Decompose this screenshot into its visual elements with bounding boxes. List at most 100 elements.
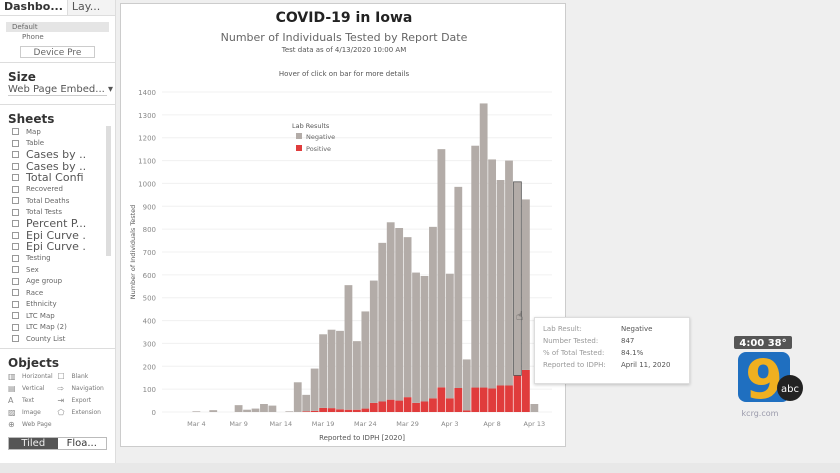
sheet-item[interactable]: Ethnicity	[12, 299, 115, 311]
bar-negative[interactable]	[251, 408, 260, 412]
bar-negative[interactable]	[209, 410, 218, 412]
bar-negative[interactable]	[437, 149, 446, 388]
sheet-item[interactable]: Race	[12, 287, 115, 299]
bar-positive[interactable]	[378, 401, 387, 412]
sheet-item[interactable]: Cases by ..	[12, 148, 115, 161]
bar-positive[interactable]	[488, 388, 496, 412]
bar-positive[interactable]	[369, 402, 378, 412]
bar-positive[interactable]	[386, 399, 395, 412]
sheet-item[interactable]: County List	[12, 333, 115, 344]
bar-negative[interactable]	[378, 242, 387, 402]
bar-positive[interactable]	[513, 375, 522, 412]
sheet-item[interactable]: Total Tests	[12, 207, 115, 219]
object-blank[interactable]: ☐ Blank	[58, 372, 108, 381]
bar-negative[interactable]	[369, 280, 378, 403]
bar-positive[interactable]	[412, 402, 420, 412]
bar-negative[interactable]	[454, 186, 463, 388]
bar-positive[interactable]	[445, 398, 454, 412]
object-extension[interactable]: ⬠ Extension	[58, 408, 108, 417]
bar-negative[interactable]	[260, 404, 268, 412]
bar-positive[interactable]	[302, 411, 311, 412]
bar-positive[interactable]	[361, 408, 370, 412]
bar-positive[interactable]	[336, 409, 344, 412]
object-vertical[interactable]: ▤ Vertical	[8, 384, 58, 393]
bar-positive[interactable]	[327, 408, 336, 412]
sheet-item[interactable]: Epi Curve .	[12, 229, 115, 242]
bar-negative[interactable]	[268, 405, 277, 412]
bar-negative[interactable]	[336, 330, 344, 410]
bar-positive[interactable]	[479, 387, 488, 412]
bar-positive[interactable]	[496, 385, 505, 412]
bar-positive[interactable]	[344, 409, 353, 412]
sheet-item[interactable]: Table	[12, 138, 115, 150]
bar-negative[interactable]	[353, 341, 361, 410]
sheet-item[interactable]: Age group	[12, 276, 115, 288]
sheet-item[interactable]: Percent P...	[12, 217, 115, 230]
bar-negative[interactable]	[420, 276, 429, 402]
bar-positive[interactable]	[319, 407, 327, 412]
bar-negative[interactable]	[234, 405, 243, 412]
device-phone[interactable]: Phone	[22, 33, 44, 41]
bar-positive[interactable]	[462, 410, 471, 412]
sheet-item[interactable]: Epi Curve .	[12, 240, 115, 253]
bar-positive[interactable]	[522, 369, 530, 412]
device-preview-button[interactable]: Device Pre	[20, 46, 95, 58]
bar-positive[interactable]	[395, 400, 404, 412]
bar-negative[interactable]	[310, 368, 319, 411]
size-dropdown[interactable]: Web Page Embed... ▾	[8, 84, 113, 96]
bar-negative[interactable]	[445, 273, 454, 399]
sheet-item[interactable]: Map	[12, 126, 115, 138]
bar-negative[interactable]	[285, 411, 294, 412]
bar-negative[interactable]	[344, 285, 353, 410]
bar-positive[interactable]	[429, 398, 437, 412]
bar-positive[interactable]	[471, 387, 480, 412]
bar-negative[interactable]	[530, 404, 539, 412]
bar-positive[interactable]	[310, 410, 319, 412]
bar-negative[interactable]	[403, 237, 412, 398]
bar-negative[interactable]	[412, 272, 420, 403]
bar-negative[interactable]	[513, 181, 522, 376]
bar-negative[interactable]	[293, 382, 302, 412]
sheet-item[interactable]: LTC Map	[12, 310, 115, 322]
bar-negative[interactable]	[319, 334, 327, 408]
bar-positive[interactable]	[403, 397, 412, 412]
bar-negative[interactable]	[462, 359, 471, 411]
object-export[interactable]: ⇥ Export	[58, 396, 108, 405]
object-navigation[interactable]: ⇨ Navigation	[58, 384, 108, 393]
bar-negative[interactable]	[192, 411, 201, 412]
bar-negative[interactable]	[471, 145, 480, 388]
bar-positive[interactable]	[420, 401, 429, 412]
sheet-item[interactable]: LTC Map (2)	[12, 322, 115, 334]
tab-dashboard[interactable]: Dashbo...	[4, 0, 63, 13]
bar-negative[interactable]	[327, 329, 336, 409]
sheet-item[interactable]: Total Deaths	[12, 195, 115, 207]
bar-negative[interactable]	[479, 103, 488, 388]
bar-negative[interactable]	[386, 222, 395, 400]
floating-button[interactable]: Floa...	[66, 438, 97, 449]
bar-negative[interactable]	[395, 228, 404, 401]
bar-negative[interactable]	[505, 160, 513, 386]
device-default[interactable]: Default	[6, 22, 109, 32]
bar-negative[interactable]	[361, 311, 370, 409]
bar-positive[interactable]	[353, 409, 361, 412]
bar-negative[interactable]	[496, 180, 505, 386]
bar-negative[interactable]	[522, 199, 530, 370]
tiled-button[interactable]: Tiled	[9, 438, 58, 449]
sheet-item[interactable]: Cases by ..	[12, 160, 115, 173]
sheet-item[interactable]: Total Confi	[12, 171, 115, 184]
bar-positive[interactable]	[454, 388, 463, 412]
tab-layout[interactable]: Lay...	[66, 0, 115, 15]
bar-negative[interactable]	[243, 409, 251, 412]
bar-negative[interactable]	[429, 226, 437, 399]
object-web-page[interactable]: ⊕ Web Page	[8, 420, 58, 429]
bar-positive[interactable]	[437, 387, 446, 412]
sheet-item[interactable]: Recovered	[12, 184, 115, 196]
sheets-scrollbar[interactable]	[106, 126, 111, 256]
sheet-item[interactable]: Sex	[12, 264, 115, 276]
object-text[interactable]: A Text	[8, 396, 58, 405]
bar-positive[interactable]	[505, 385, 513, 412]
bar-negative[interactable]	[302, 394, 311, 412]
sheet-item[interactable]: Testing	[12, 253, 115, 265]
bar-negative[interactable]	[488, 159, 496, 389]
object-horizontal[interactable]: ▥ Horizontal	[8, 372, 58, 381]
